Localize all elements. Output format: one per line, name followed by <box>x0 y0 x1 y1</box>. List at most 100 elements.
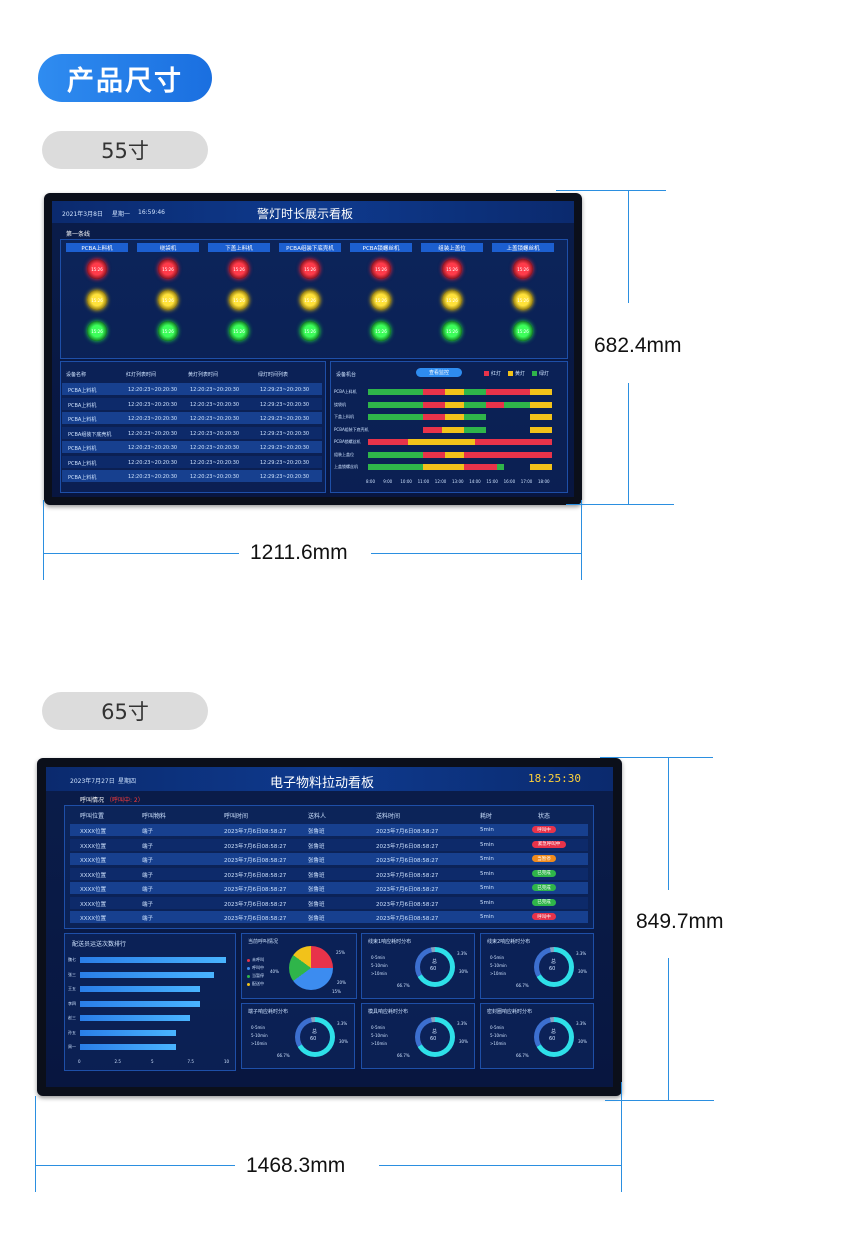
donut-pct: 66.7% <box>516 983 529 988</box>
station-header: 组装上盖位 <box>421 243 483 252</box>
pie-title: 当前呼叫情况 <box>248 939 279 945</box>
donut-hole <box>539 952 569 982</box>
call-table-cell: 端子 <box>142 829 154 835</box>
screen-65-bezel: 2023年7月27日 星期四 电子物料拉动看板 18:25:30 呼叫情况 （呼… <box>37 758 622 1096</box>
ranking-tick: 5 <box>151 1059 154 1064</box>
table-header: 红灯列表时间 <box>126 372 157 378</box>
gantt-segment <box>423 401 446 408</box>
call-table-cell: 2023年7月6日08:58:27 <box>376 829 439 835</box>
call-table-cell: 端子 <box>142 887 154 893</box>
gantt-tick: 13:00 <box>452 479 464 484</box>
call-table-cell: XXXX位置 <box>80 872 107 879</box>
station-header: 下盖上料机 <box>208 243 270 252</box>
ranking-label: 王五 <box>68 986 76 991</box>
red-light: 15:26 <box>371 259 391 279</box>
dim-55-height: 682.4mm <box>590 334 686 358</box>
gantt-segment <box>423 464 464 470</box>
table-row <box>62 397 322 410</box>
call-table-cell: XXXX位置 <box>80 829 107 835</box>
table-cell: PCBA上料机 <box>68 446 97 452</box>
screen-55-weekday: 星期一 <box>112 211 131 218</box>
ranking-bar <box>80 1029 177 1036</box>
gantt-tick: 12:00 <box>434 479 447 484</box>
status-badge: 已完成 <box>532 869 556 877</box>
view-monitor-button[interactable]: 查看监控 <box>416 368 462 377</box>
ranking-title: 配送员运送次数排行 <box>72 941 127 948</box>
call-table-cell: 2023年7月6日08:58:27 <box>376 901 439 908</box>
gantt-segment <box>485 389 530 395</box>
donut-legend-label: 0-5min <box>490 955 505 960</box>
call-table-cell: 张鲁班 <box>308 829 325 835</box>
call-table-row <box>70 911 588 923</box>
legend-swatch <box>508 371 513 376</box>
table-row <box>62 383 322 395</box>
ranking-label: 李四 <box>68 1000 76 1006</box>
donut-center-label: 总 <box>432 1029 438 1035</box>
gantt-segment <box>463 414 486 420</box>
call-table-header: 呼叫时间 <box>224 813 249 820</box>
call-table-cell: 张鲁班 <box>308 916 325 922</box>
donut-center-value: 60 <box>549 1036 556 1042</box>
table-row <box>62 426 322 439</box>
donut-pct: 3.3% <box>576 951 587 956</box>
size-label-55: 55寸 <box>42 131 208 169</box>
table-cell: PCBA组装下底壳机 <box>68 431 112 438</box>
ranking-tick: 10 <box>224 1059 230 1064</box>
gantt-title: 设备机台 <box>336 372 357 378</box>
legend-swatch <box>532 371 537 376</box>
table-cell: 12:20:23~20:20:30 <box>128 445 178 451</box>
gantt-segment <box>463 451 497 458</box>
line-label: 第一条线 <box>66 231 91 238</box>
call-table-cell: 2023年7月6日08:58:27 <box>224 858 287 864</box>
gantt-tick: 17:00 <box>520 479 533 484</box>
donut-legend-label: >10min <box>371 1041 387 1046</box>
donut-legend-label: 0-5min <box>490 1025 505 1030</box>
pie-legend-dot <box>247 959 250 962</box>
yellow-light: 15:26 <box>371 290 391 310</box>
call-table-cell: 张鲁班 <box>308 872 325 879</box>
table-cell: 12:20:23~20:20:30 <box>128 416 178 422</box>
donut-legend-label: 5-10min <box>371 1033 388 1038</box>
gantt-segment <box>368 464 424 470</box>
call-table-cell: 2023年7月6日08:58:27 <box>224 887 287 893</box>
donut-pct: 66.7% <box>277 1053 290 1058</box>
donut-center-label: 总 <box>551 1029 557 1035</box>
ranking-bar <box>80 1000 200 1007</box>
donut-legend-label: 5-10min <box>490 963 507 968</box>
call-table-cell: XXXX位置 <box>80 887 107 893</box>
donut-center-label: 总 <box>432 959 438 965</box>
gantt-segment <box>485 401 505 408</box>
gantt-row-label: PCBA锁螺丝机 <box>334 439 361 444</box>
gantt-tick: 9:00 <box>383 479 393 484</box>
gantt-segment <box>529 389 552 395</box>
gantt-segment <box>504 401 530 408</box>
donut-pct: 3.3% <box>337 1021 348 1026</box>
call-table-cell: 2023年7月6日08:58:27 <box>376 843 439 850</box>
call-table-cell: 5min <box>480 885 494 891</box>
donut-legend-label: 5-10min <box>371 963 388 968</box>
ranking-label: 周一 <box>68 1044 76 1049</box>
screen-65-date: 2023年7月27日 <box>70 778 115 785</box>
status-badge: 已完成 <box>532 884 556 891</box>
gantt-segment <box>529 401 552 408</box>
donut-hole <box>420 1022 450 1052</box>
ranking-bar <box>80 1044 177 1050</box>
red-light: 15:26 <box>229 259 249 279</box>
pie-chart <box>289 946 333 990</box>
gantt-segment <box>463 389 486 395</box>
donut-pct: 3.3% <box>457 951 468 956</box>
donut-center-value: 60 <box>430 966 437 972</box>
call-table-cell: 2023年7月6日08:58:27 <box>376 858 439 864</box>
yellow-light: 15:26 <box>513 290 533 310</box>
ranking-tick: 0 <box>78 1059 81 1064</box>
status-badge: 紧急呼叫中 <box>532 840 566 848</box>
donut-pct: 66.7% <box>516 1053 529 1058</box>
dim-55-left-ext <box>43 500 44 580</box>
donut-hole <box>539 1022 569 1052</box>
red-light: 15:26 <box>513 259 533 279</box>
call-table-cell: 2023年7月6日08:58:27 <box>224 916 287 922</box>
call-table-cell: 端子 <box>142 872 154 879</box>
call-table-cell: 2023年7月6日08:58:27 <box>224 843 287 850</box>
call-table-cell: 张鲁班 <box>308 901 325 908</box>
gantt-row-label: 绕袋机 <box>334 401 346 407</box>
